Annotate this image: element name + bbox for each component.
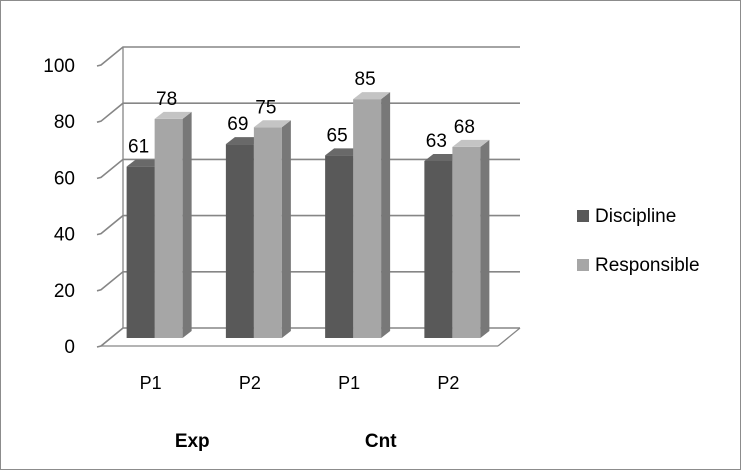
data-label: 85 (355, 69, 376, 90)
legend-swatch (577, 259, 589, 271)
legend-swatch (577, 210, 589, 222)
y-tick-label: 20 (54, 281, 75, 302)
bars (126, 92, 490, 339)
legend-label: Discipline (595, 206, 676, 227)
group-label: Cnt (365, 431, 397, 452)
bar-top-face (126, 159, 164, 167)
bar (253, 120, 291, 338)
bar-top-face (452, 139, 490, 147)
data-label: 75 (255, 97, 276, 118)
bar-top-face (353, 92, 391, 100)
bar-side-face (381, 92, 391, 339)
bar-front-face (325, 155, 354, 338)
data-label: 61 (128, 137, 149, 158)
legend: Discipline Responsible (577, 206, 700, 276)
y-tick-label: 40 (54, 225, 75, 246)
gridline (96, 102, 520, 123)
y-tick-label: 80 (54, 112, 75, 133)
gridline (96, 327, 520, 348)
x-tick-label: P2 (437, 373, 459, 393)
data-labels: 61 78 69 75 65 85 63 68 (128, 69, 475, 157)
bar-front-face (424, 160, 453, 338)
data-label: 63 (426, 131, 447, 152)
bar-top-face (253, 120, 291, 128)
legend-label: Responsible (595, 255, 700, 276)
bar-front-face (225, 144, 254, 338)
bar-front-face (452, 146, 481, 338)
x-tick-label: P1 (338, 373, 360, 393)
floor-edge-right (497, 327, 521, 347)
x-tick-label: P2 (239, 373, 261, 393)
y-tick-label: 100 (43, 56, 75, 77)
bar (353, 92, 391, 339)
data-label: 65 (327, 125, 348, 146)
bar-front-face (154, 118, 183, 338)
bar (154, 111, 192, 338)
bar-top-face (325, 148, 363, 156)
gridlines (96, 46, 520, 348)
bar-side-face (480, 139, 490, 338)
y-tick-label: 0 (64, 337, 75, 358)
y-axis-tick-labels: 0 20 40 60 80 100 (43, 56, 75, 358)
bar-front-face (353, 99, 382, 339)
legend-item: Discipline (577, 206, 676, 227)
gridline (96, 158, 520, 180)
gridline (96, 214, 520, 236)
gridline (96, 46, 520, 67)
bar-front-face (253, 127, 282, 338)
bar-top-face (154, 111, 192, 119)
x-tick-label: P1 (140, 373, 162, 393)
y-tick-label: 60 (54, 168, 75, 189)
bar-side-face (281, 120, 291, 338)
legend-item: Responsible (577, 255, 700, 276)
bar-top-face (424, 153, 462, 161)
gridline (96, 270, 520, 292)
data-label: 68 (454, 117, 475, 138)
group-label: Exp (175, 431, 210, 452)
x-axis-tick-labels: P1 P2 P1 P2 (140, 373, 460, 393)
bar-front-face (126, 166, 155, 338)
bar (452, 139, 490, 338)
x-axis-group-labels: Exp Cnt (175, 431, 397, 452)
data-label: 69 (227, 114, 248, 135)
bar-top-face (225, 137, 263, 145)
data-label: 78 (156, 89, 177, 110)
bar-side-face (182, 111, 192, 338)
